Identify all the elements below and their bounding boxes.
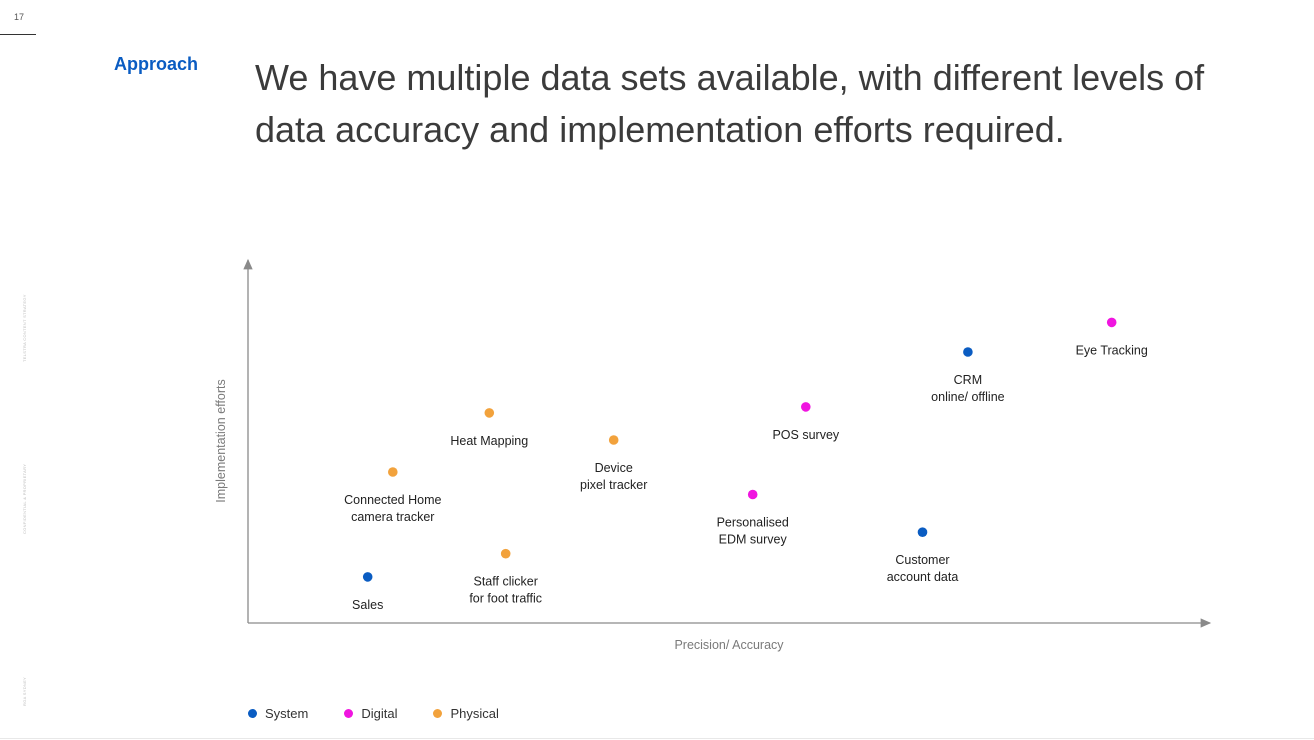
data-point-marker (963, 347, 973, 357)
legend-item: System (248, 706, 308, 721)
data-point: POS survey (772, 402, 840, 442)
data-point-label: Device pixel tracker (580, 461, 647, 492)
data-point-marker (917, 527, 928, 537)
data-points: Sales Connected Home camera tracker Heat Ma… (344, 317, 1148, 612)
data-point-label: Connected Home camera tracker (344, 493, 441, 524)
data-point-label-line: Personalised (717, 516, 789, 530)
data-point: Customer account data (887, 527, 959, 584)
data-point-label: CRM online/ offline (931, 373, 1004, 404)
data-point-label-line: POS survey (772, 428, 839, 442)
data-point-label-line: online/ offline (931, 390, 1004, 404)
data-point: Personalised EDM survey (717, 489, 789, 547)
headline-line-2: data accuracy and implementation efforts… (255, 109, 1065, 150)
data-point-marker (801, 402, 811, 412)
data-point-label-line: account data (887, 570, 959, 584)
data-point-label-line: Customer (895, 553, 949, 567)
data-point-label-line: for foot traffic (469, 592, 542, 606)
x-axis-label: Precision/ Accuracy (674, 638, 784, 652)
legend-label: Digital (361, 706, 398, 721)
data-point-marker (484, 408, 495, 418)
data-point: Heat Mapping (450, 408, 528, 448)
data-point-label-line: Eye Tracking (1076, 343, 1148, 357)
legend-dot (248, 709, 257, 718)
data-point: Eye Tracking (1076, 317, 1148, 357)
data-point: Device pixel tracker (580, 435, 647, 492)
data-point-label: Heat Mapping (450, 434, 528, 448)
axes: Precision/ Accuracy Implementation effort… (214, 258, 1212, 652)
data-point-label: Personalised EDM survey (717, 516, 789, 547)
data-point-label-line: CRM (954, 373, 982, 387)
data-point-label: POS survey (772, 428, 839, 442)
data-point-marker (747, 489, 758, 500)
legend-label: System (265, 706, 309, 721)
data-point: Sales (352, 572, 383, 612)
page-number-rule (0, 34, 36, 35)
headline-line-1: We have multiple data sets available, wi… (255, 57, 1205, 98)
data-point-label: Eye Tracking (1076, 343, 1148, 357)
data-point: CRM online/ offline (931, 347, 1005, 404)
page-number: 17 (14, 12, 25, 22)
data-point-label: Customer account data (887, 553, 959, 584)
data-point-label: Staff clicker for foot traffic (469, 575, 542, 606)
legend-dot (433, 709, 443, 718)
data-point-marker (608, 435, 619, 445)
y-axis-label: Implementation efforts (214, 379, 228, 502)
data-point-label-line: pixel tracker (580, 478, 647, 492)
legend-item: Digital (344, 706, 397, 721)
legend-label: Physical (450, 706, 499, 721)
data-point-label-line: Device (595, 461, 633, 475)
data-point-label-line: Sales (352, 598, 383, 612)
data-point-marker (362, 572, 373, 582)
data-point-label-line: EDM survey (719, 533, 788, 547)
data-point-marker (388, 467, 398, 477)
data-point-label-line: Heat Mapping (450, 434, 528, 448)
data-point-label-line: Staff clicker (474, 575, 538, 589)
headline: We have multiple data sets available, wi… (255, 52, 1255, 156)
data-point: Staff clicker for foot traffic (469, 548, 542, 606)
legend: System Digital Physical (248, 706, 535, 721)
data-point: Connected Home camera tracker (344, 467, 441, 524)
data-point-label-line: Connected Home (344, 493, 441, 507)
data-point-label: Sales (352, 598, 383, 612)
bottom-rule (0, 738, 1314, 739)
data-point-marker (1106, 317, 1117, 328)
data-point-label-line: camera tracker (351, 510, 434, 524)
data-point-marker (500, 548, 511, 559)
section-label: Approach (114, 54, 199, 74)
legend-item: Physical (433, 706, 499, 721)
legend-dot (344, 709, 354, 718)
